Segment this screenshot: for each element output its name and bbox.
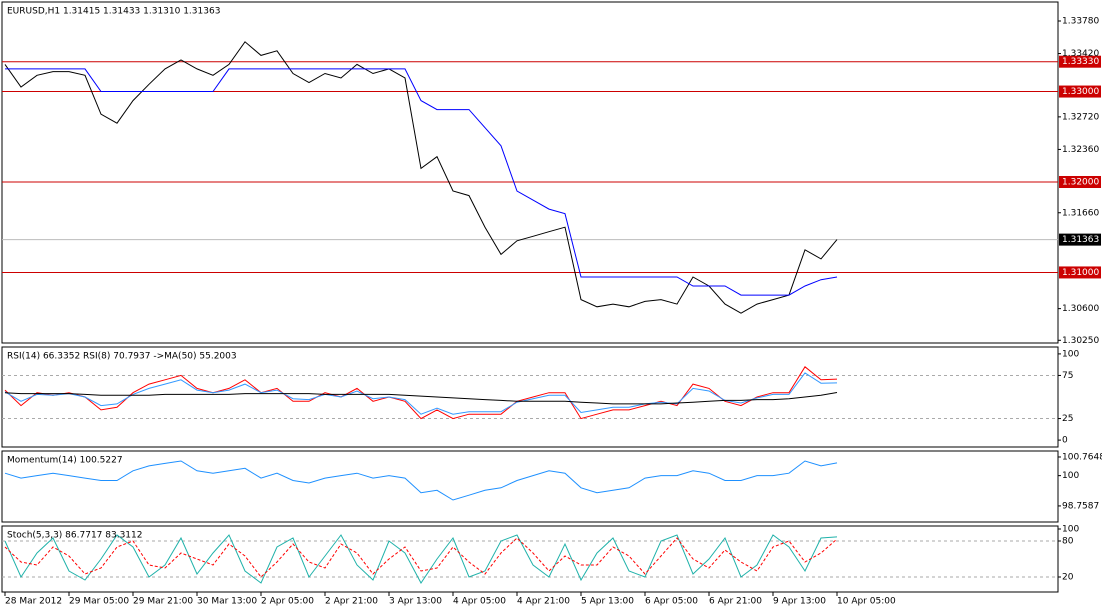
level-label: 1.32000 <box>1062 177 1099 187</box>
series-line <box>4 41 838 314</box>
x-tick-label: 4 Apr 21:00 <box>517 597 570 607</box>
y-tick-label: 0 <box>1062 436 1068 446</box>
level-label-box <box>1059 85 1101 98</box>
y-tick-label: 20 <box>1062 573 1074 583</box>
level-label: 1.33000 <box>1062 87 1099 97</box>
level-label: 1.31000 <box>1062 268 1099 278</box>
y-tick-label: 98.7587 <box>1062 501 1099 511</box>
y-tick-label: 1.30600 <box>1062 304 1099 314</box>
panel-title: EURUSD,H1 1.31415 1.31433 1.31310 1.3136… <box>7 7 220 17</box>
y-tick-label: 100 <box>1062 525 1079 535</box>
x-tick-label: 3 Apr 13:00 <box>389 597 442 607</box>
x-tick-label: 30 Mar 13:00 <box>197 597 257 607</box>
level-label: 1.33330 <box>1062 57 1099 67</box>
current-price-label: 1.31363 <box>1062 235 1099 245</box>
panel-title: Momentum(14) 100.5227 <box>7 456 123 466</box>
x-tick-label: 5 Apr 13:00 <box>581 597 634 607</box>
series-line <box>4 534 838 584</box>
x-tick-label: 6 Apr 05:00 <box>645 597 698 607</box>
series-line <box>4 537 838 578</box>
y-tick-label: 1.33420 <box>1062 49 1099 59</box>
series-line <box>4 392 838 405</box>
series-line <box>4 372 838 415</box>
x-tick-label: 28 Mar 2012 <box>5 597 62 607</box>
x-tick-label: 2 Apr 05:00 <box>261 597 314 607</box>
y-tick-label: 25 <box>1062 414 1073 424</box>
y-tick-label: 100 <box>1062 349 1079 359</box>
x-tick-label: 6 Apr 21:00 <box>709 597 762 607</box>
x-tick-label: 2 Apr 21:00 <box>325 597 378 607</box>
panel-frame <box>1 450 1059 523</box>
panel-frame <box>1 1 1059 344</box>
y-tick-label: 1.31660 <box>1062 208 1099 218</box>
level-label-box <box>1059 266 1101 279</box>
y-tick-label: 1.32720 <box>1062 112 1099 122</box>
x-tick-label: 29 Mar 21:00 <box>133 597 193 607</box>
y-tick-label: 80 <box>1062 537 1074 547</box>
panel-title: Stoch(5,3,3) 86.7717 83.3112 <box>7 531 142 541</box>
series-line <box>4 460 838 501</box>
x-tick-label: 4 Apr 05:00 <box>453 597 506 607</box>
level-label-box <box>1059 175 1101 188</box>
series-line <box>5 68 838 296</box>
y-tick-label: 100.7648 <box>1062 452 1102 462</box>
panel-title: RSI(14) 66.3352 RSI(8) 70.7937 ->MA(50) … <box>7 352 237 362</box>
y-tick-label: 1.30250 <box>1062 336 1099 346</box>
series-line <box>4 366 838 420</box>
x-tick-label: 9 Apr 13:00 <box>773 597 826 607</box>
y-tick-label: 1.32360 <box>1062 145 1099 155</box>
x-tick-label: 10 Apr 05:00 <box>837 597 896 607</box>
current-price-box <box>1059 233 1101 246</box>
y-tick-label: 100 <box>1062 471 1079 481</box>
y-tick-label: 1.33780 <box>1062 16 1099 26</box>
x-tick-label: 29 Mar 05:00 <box>69 597 129 607</box>
level-label-box <box>1059 55 1101 68</box>
panel-frame <box>1 346 1059 448</box>
y-tick-label: 75 <box>1062 371 1073 381</box>
